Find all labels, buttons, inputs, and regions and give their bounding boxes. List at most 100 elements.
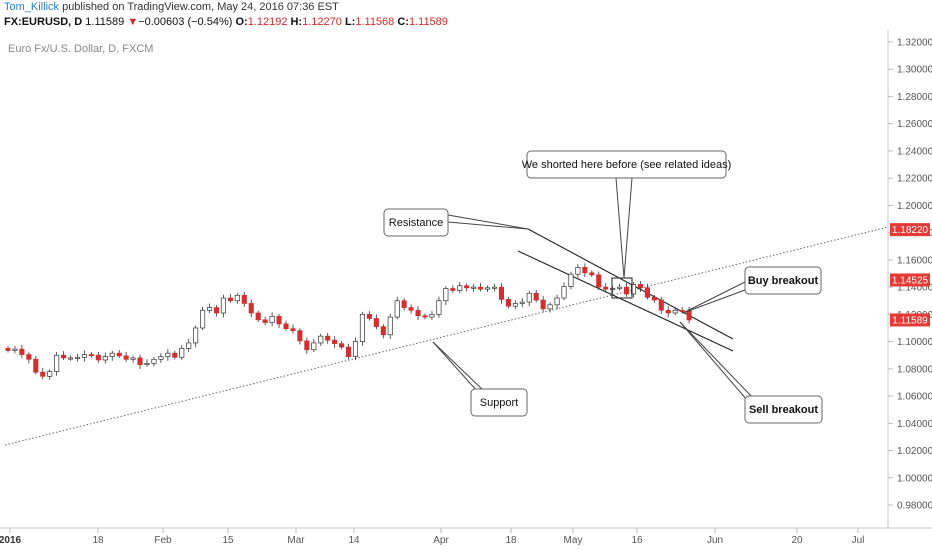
short-entry-box[interactable] [611, 277, 633, 299]
candle-body [450, 288, 456, 291]
y-tick-label: 1.20000 [897, 201, 932, 212]
price-tag-label: 1.11589 [892, 315, 928, 326]
candle [172, 350, 178, 360]
candle [19, 344, 25, 359]
candle [540, 295, 546, 312]
candle [158, 353, 164, 363]
candle [220, 294, 227, 318]
candle-body [617, 286, 623, 289]
candle-body [672, 309, 678, 314]
candle-body [575, 267, 581, 275]
candle [352, 337, 359, 361]
candle [269, 312, 275, 327]
candle [485, 285, 491, 293]
candle [526, 290, 532, 307]
plot-area [0, 32, 888, 528]
y-tick-label: 1.30000 [897, 65, 932, 76]
candle [304, 337, 310, 354]
candle [109, 350, 115, 361]
candle-body [380, 326, 386, 336]
sell-breakout-callout[interactable] [744, 395, 823, 424]
candle [491, 283, 498, 292]
candle [255, 310, 261, 322]
low-value: 1.11568 [355, 16, 395, 28]
candle [81, 350, 88, 362]
candle-body [5, 348, 11, 351]
shorted-callout[interactable] [526, 150, 727, 179]
x-tick-label: 15 [222, 535, 234, 546]
candle-body [61, 354, 67, 359]
close-value: 1.11589 [408, 16, 448, 28]
candle [387, 313, 393, 340]
x-tick-label: 20 [791, 535, 803, 546]
candle-body [116, 352, 122, 357]
candle-body [325, 335, 331, 341]
candle-body [151, 358, 157, 364]
support-label: Support [480, 397, 519, 409]
publish-info: Tom_Killick published on TradingView.com… [0, 0, 932, 15]
candle [533, 289, 539, 303]
price-tag-box [890, 313, 930, 327]
candle-body [332, 339, 338, 344]
candle [227, 293, 233, 303]
candle-body [429, 314, 435, 318]
candle [290, 324, 296, 334]
candle [241, 292, 247, 307]
candle [512, 300, 518, 310]
x-tick-label: 18 [92, 535, 104, 546]
candle-body [179, 348, 185, 358]
candle [658, 296, 664, 314]
candle [262, 316, 268, 326]
candle [165, 349, 171, 361]
candle-body [137, 357, 143, 366]
candle-body [339, 343, 345, 348]
y-tick-label: 1.06000 [897, 392, 932, 403]
candle-body [478, 286, 484, 290]
support-callout[interactable] [470, 388, 528, 417]
candle [248, 299, 254, 318]
candle-body [387, 316, 393, 336]
lower-channel-line[interactable] [517, 250, 734, 352]
candle-body [644, 287, 650, 298]
candle [561, 282, 567, 301]
buy-breakout-callout[interactable] [744, 266, 822, 295]
support-trendline[interactable] [4, 226, 889, 446]
candle [380, 324, 386, 339]
candle [443, 286, 449, 305]
resistance-callout[interactable] [383, 208, 449, 237]
candle-body [526, 292, 532, 303]
candle-body [498, 286, 505, 300]
candle-body [582, 267, 588, 274]
candle-body [658, 299, 664, 311]
candle [54, 351, 60, 376]
candle-body [165, 352, 171, 357]
sell-pointer [679, 321, 748, 401]
candle-body [123, 355, 129, 360]
x-tick-label: 18 [505, 535, 517, 546]
candle [325, 332, 331, 344]
open-value: 1.12192 [247, 16, 288, 28]
author-link[interactable]: Tom_Killick [4, 1, 60, 13]
candle-body [359, 314, 366, 342]
candle [318, 333, 324, 346]
y-tick-label: 1.04000 [897, 419, 932, 430]
candle [582, 263, 588, 278]
candle [603, 283, 609, 293]
candle [644, 283, 650, 300]
candle-body [630, 284, 637, 295]
candle [630, 281, 637, 298]
candle-body [262, 319, 268, 323]
candle-body [422, 315, 428, 318]
candle [359, 311, 366, 346]
resistance-channel-line[interactable] [527, 228, 734, 340]
y-tick-label: 1.08000 [897, 364, 932, 375]
candle [665, 306, 671, 318]
candle-body [130, 357, 136, 360]
candle-body [471, 286, 477, 289]
candle-body [686, 310, 692, 321]
candle-body [679, 309, 685, 312]
symbol-label[interactable]: FX:EURUSD, D [4, 16, 83, 28]
candle [213, 305, 220, 317]
candle-body [304, 340, 310, 351]
